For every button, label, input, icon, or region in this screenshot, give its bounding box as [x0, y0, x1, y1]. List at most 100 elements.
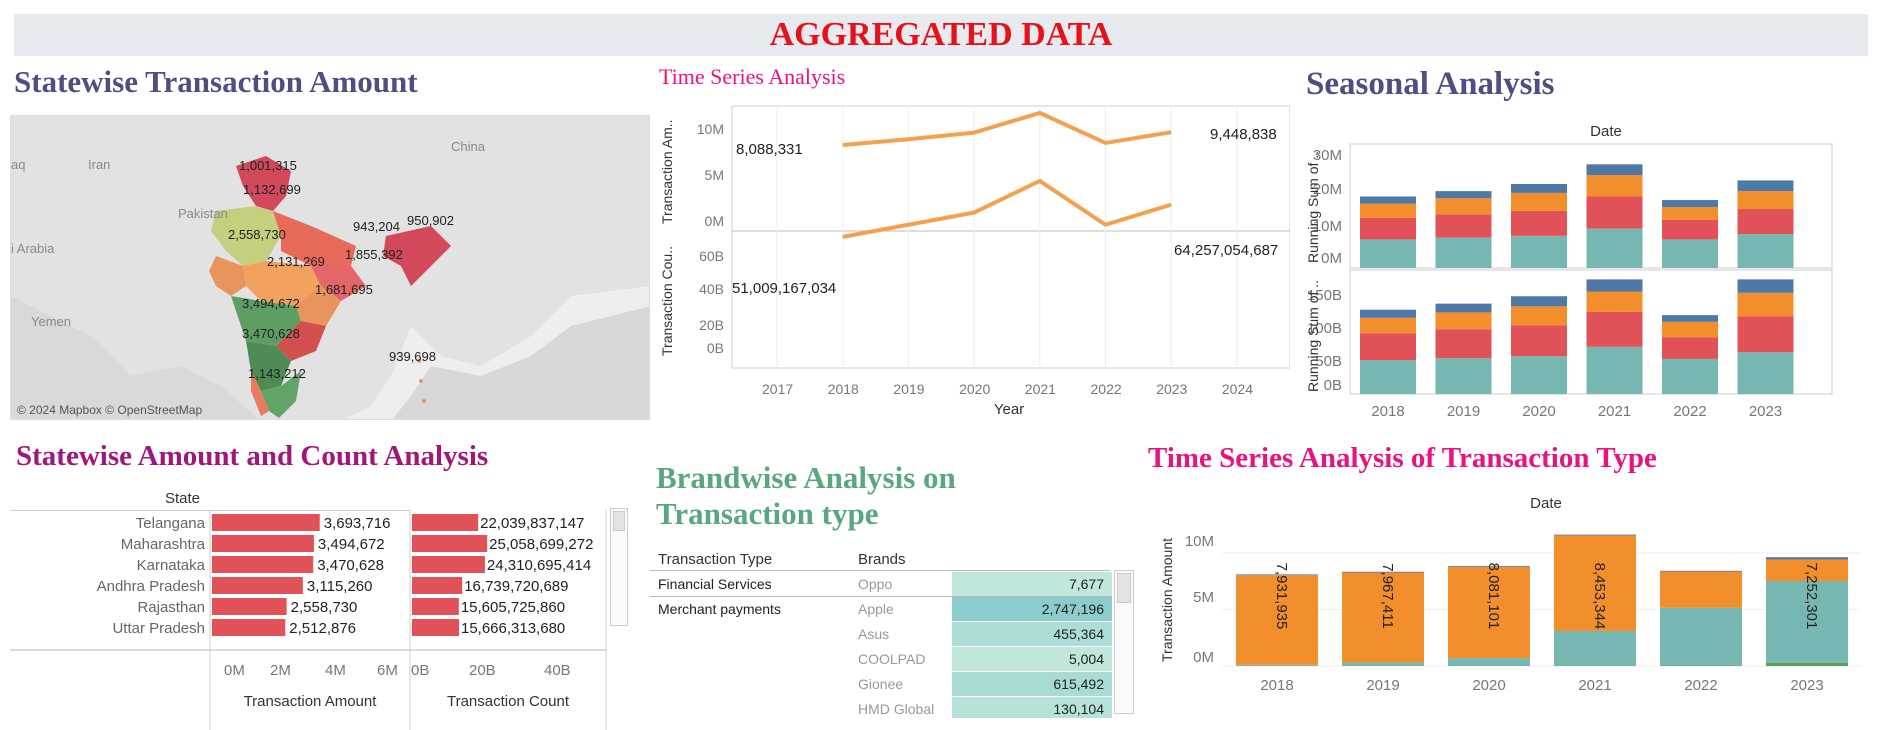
brandwise-col-brand: Brands	[858, 551, 906, 568]
brandwise-scrollbar[interactable]	[1114, 570, 1134, 714]
map-place-china: China	[451, 139, 486, 154]
tx-bar-segment	[1766, 557, 1848, 560]
statewise-count-tick: 20B	[469, 662, 496, 679]
brandwise-cell-type: Merchant payments	[658, 601, 781, 617]
seasonal-ytick-bottom: 100B	[1307, 320, 1342, 337]
statewise-amount-tick: 0M	[224, 662, 245, 679]
seasonal-bar-segment	[1360, 333, 1416, 361]
statewise-bars[interactable]: Telangana 3,693,716 22,039,837,147 Maharash…	[10, 510, 630, 730]
map-svg[interactable]: Iran China Pakistan Yemen aq i Arabia 1,…	[11, 116, 650, 420]
statewise-count-bar	[412, 514, 479, 531]
brandwise-row[interactable]: Merchant payments Apple 2,747,196	[650, 597, 1112, 622]
page-banner: AGGREGATED DATA	[14, 14, 1868, 56]
seasonal-title: Seasonal Analysis	[1306, 66, 1555, 102]
statewise-amount-bar	[212, 514, 320, 531]
statewise-amount-bar	[212, 577, 303, 594]
statewise-amount-bar	[212, 556, 314, 573]
tx-bar-label: 7,931,935	[1273, 563, 1290, 630]
seasonal-bar-segment	[1586, 311, 1643, 347]
seasonal-xtick: 2019	[1447, 403, 1480, 420]
statewise-count-bar	[412, 619, 459, 636]
brandwise-cell-value: 615,492	[952, 672, 1112, 696]
seasonal-bar-segment	[1360, 196, 1416, 204]
seasonal-marks	[1360, 164, 1794, 394]
map-attribution[interactable]: © 2024 Mapbox © OpenStreetMap	[17, 403, 203, 417]
seasonal-ytick-top: 0M	[1321, 250, 1342, 267]
tx-bar-segment	[1660, 570, 1742, 572]
statewise-column-header: State	[165, 490, 201, 507]
seasonal-ytick-bottom: 150B	[1307, 287, 1342, 304]
tx-type-chart[interactable]: Date 7,931,935 7,967,411 8,081,101 8,453,34…	[1150, 490, 1870, 698]
statewise-scroll-thumb[interactable]	[613, 511, 625, 531]
brandwise-cell-value: 5,004	[952, 647, 1112, 671]
ts-ytick-bottom: 20B	[699, 317, 724, 333]
ts-xtick: 2018	[828, 381, 859, 397]
statewise-count-value: 15,605,725,860	[461, 599, 565, 616]
brandwise-cell-value: 7,677	[952, 572, 1112, 596]
time-series-chart[interactable]: 10M 5M 0M 60B 40B 20B 0B Transaction Am.…	[650, 96, 1290, 426]
seasonal-bar-segment	[1662, 358, 1718, 394]
seasonal-bar-segment	[1360, 203, 1416, 218]
seasonal-bar-segment	[1737, 191, 1794, 209]
map-region-kerala	[251, 371, 269, 416]
statewise-count-value: 16,739,720,689	[464, 578, 568, 595]
statewise-row-state[interactable]: Telangana	[136, 515, 206, 532]
seasonal-bar-segment	[1511, 356, 1567, 394]
brandwise-cell-brand: Oppo	[858, 576, 893, 592]
statewise-count-value: 15,666,313,680	[461, 620, 565, 637]
ts-xtick: 2024	[1222, 381, 1253, 397]
brandwise-table[interactable]: Transaction Type Brands Financial Servic…	[650, 548, 1136, 718]
brandwise-row[interactable]: Gionee 615,492	[650, 672, 1112, 697]
statewise-row-state[interactable]: Rajasthan	[137, 599, 205, 616]
seasonal-ylabel-top: Running Sum of ..	[1305, 151, 1321, 263]
ts-label-count-first: 51,009,167,034	[732, 280, 836, 297]
statewise-row-state[interactable]: Uttar Pradesh	[112, 620, 205, 637]
map-region-mp	[243, 261, 321, 306]
tx-ytick: 10M	[1185, 533, 1214, 550]
statewise-amount-value: 2,512,876	[289, 620, 356, 637]
map-region-odisha	[296, 286, 341, 326]
map-region-nw	[211, 206, 281, 266]
seasonal-ytick-top: 30M	[1313, 147, 1342, 164]
brandwise-row[interactable]: COOLPAD 5,004	[650, 647, 1112, 672]
brandwise-title-1: Brandwise Analysis on	[656, 460, 956, 495]
seasonal-bar-segment	[1511, 183, 1567, 193]
brandwise-scroll-thumb[interactable]	[1117, 573, 1131, 603]
map-region-up	[273, 211, 356, 266]
brandwise-row[interactable]: HMD Global 130,104	[650, 697, 1112, 718]
brandwise-title-2: Transaction type	[656, 496, 879, 531]
ts-label-amount-first: 8,088,331	[736, 141, 803, 158]
tx-bar-segment	[1660, 665, 1742, 666]
statewise-table[interactable]: State Telangana 3,693,716 22,039,837,147 Ma…	[10, 488, 630, 730]
map-place-pakistan: Pakistan	[178, 206, 228, 221]
seasonal-bar-segment	[1360, 360, 1416, 394]
seasonal-bar-segment	[1511, 210, 1567, 236]
tx-bar-label: 8,081,101	[1485, 563, 1502, 630]
ts-label-count-last: 64,257,054,687	[1174, 242, 1278, 259]
statewise-count-value: 24,310,695,414	[487, 557, 591, 574]
tx-bar-segment	[1660, 607, 1742, 666]
statewise-amount-value: 2,558,730	[291, 599, 358, 616]
map-label: 950,902	[407, 213, 454, 228]
seasonal-bar-segment	[1435, 358, 1492, 394]
seasonal-bar-segment	[1586, 175, 1643, 197]
map-panel[interactable]: Iran China Pakistan Yemen aq i Arabia 1,…	[10, 115, 650, 420]
brandwise-cell-brand: Apple	[858, 601, 894, 617]
statewise-row-state[interactable]: Maharashtra	[121, 536, 206, 553]
statewise-scrollbar[interactable]	[610, 508, 628, 626]
brandwise-header-rule	[650, 570, 1110, 571]
tx-xtick: 2018	[1260, 677, 1293, 694]
map-sea-east	[392, 306, 649, 419]
seasonal-header: Date	[1590, 123, 1622, 140]
statewise-row-state[interactable]: Karnataka	[137, 557, 206, 574]
tx-bar-segment	[1554, 535, 1636, 631]
statewise-title: Statewise Amount and Count Analysis	[16, 440, 489, 472]
ts-ytick-bottom: 60B	[699, 248, 724, 264]
seasonal-chart[interactable]: Date 30M 20M 10M 0M 150B 100B 50B 0B Run…	[1300, 118, 1840, 424]
map-label: 1,681,695	[315, 282, 373, 297]
brandwise-row[interactable]: Asus 455,364	[650, 622, 1112, 647]
tx-bar-segment	[1236, 575, 1318, 665]
map-label: 939,698	[389, 349, 436, 364]
brandwise-row[interactable]: Financial Services Oppo 7,677	[650, 572, 1112, 597]
statewise-row-state[interactable]: Andhra Pradesh	[97, 578, 205, 595]
